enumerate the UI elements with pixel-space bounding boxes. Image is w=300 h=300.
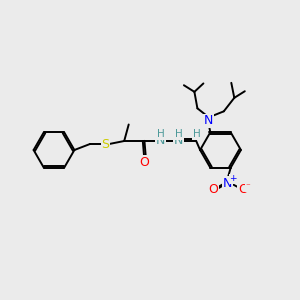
Text: N: N (173, 134, 183, 148)
Text: N: N (204, 114, 214, 128)
Text: H: H (193, 129, 201, 140)
Text: O: O (238, 183, 247, 196)
Text: N: N (156, 134, 166, 148)
Text: S: S (102, 137, 110, 151)
Text: +: + (230, 174, 237, 183)
Text: O: O (208, 183, 218, 196)
Text: N: N (223, 177, 232, 190)
Text: O: O (140, 156, 149, 169)
Text: ⁻: ⁻ (245, 182, 250, 191)
Text: H: H (175, 129, 182, 140)
Text: H: H (157, 129, 165, 140)
